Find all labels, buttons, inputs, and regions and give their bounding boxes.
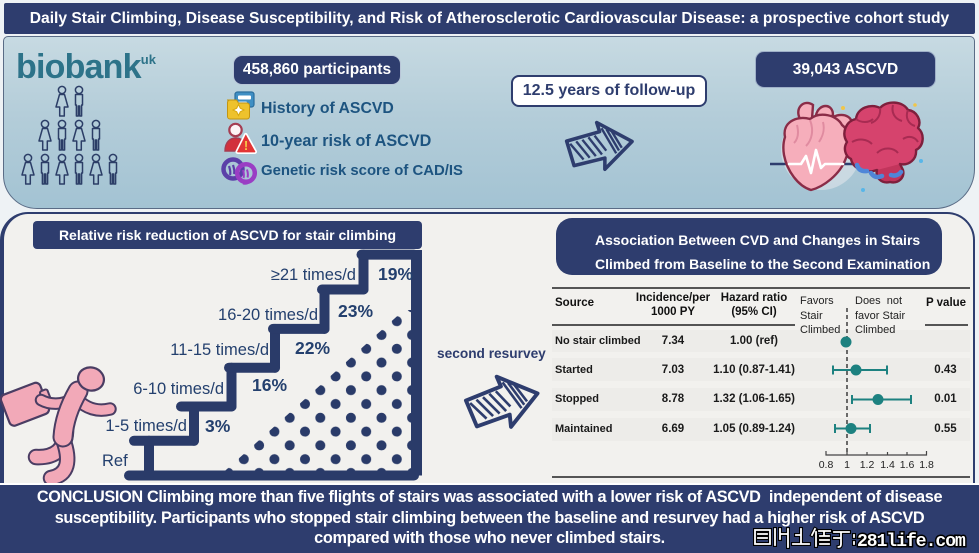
svg-text:1.4: 1.4 [880,459,895,471]
svg-text:!: ! [244,138,248,153]
svg-text:0.8: 0.8 [819,459,834,471]
svg-text:1.8: 1.8 [919,459,934,471]
svg-text:1.2: 1.2 [860,459,875,471]
svg-text:1.6: 1.6 [900,459,915,471]
svg-text:1: 1 [844,459,850,471]
svg-text:281life.com: 281life.com [857,532,966,552]
